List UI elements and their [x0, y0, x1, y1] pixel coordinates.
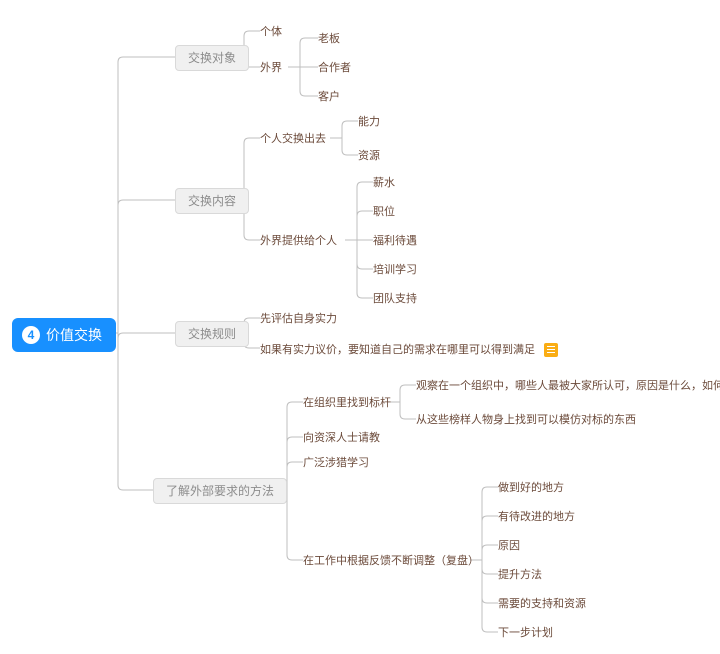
leaf-reason: 原因 — [498, 538, 520, 555]
leaf-to-improve: 有待改进的地方 — [498, 509, 575, 526]
root-number: 4 — [22, 326, 40, 344]
leaf-training: 培训学习 — [373, 262, 417, 279]
leaf-observe: 观察在一个组织中，哪些人最被大家所认可，原因是什么，如何才能做到 — [416, 378, 720, 395]
leaf-broad-study: 广泛涉猎学习 — [303, 455, 369, 472]
root-node[interactable]: 4 价值交换 — [12, 318, 116, 352]
cat-exchange-content[interactable]: 交换内容 — [175, 188, 249, 214]
leaf-personal-out: 个人交换出去 — [260, 131, 326, 148]
note-icon[interactable] — [544, 343, 558, 357]
leaf-ability: 能力 — [358, 114, 380, 131]
leaf-know-needs-text: 如果有实力议价，要知道自己的需求在哪里可以得到满足 — [260, 344, 535, 356]
leaf-boss: 老板 — [318, 31, 340, 48]
leaf-outside: 外界 — [260, 60, 282, 77]
leaf-individual: 个体 — [260, 24, 282, 41]
cat-exchange-rules[interactable]: 交换规则 — [175, 321, 249, 347]
leaf-salary: 薪水 — [373, 175, 395, 192]
leaf-position: 职位 — [373, 204, 395, 221]
leaf-support-needed: 需要的支持和资源 — [498, 596, 586, 613]
leaf-find-benchmark: 在组织里找到标杆 — [303, 395, 391, 412]
leaf-ask-seniors: 向资深人士请教 — [303, 430, 380, 447]
cat-exchange-object[interactable]: 交换对象 — [175, 45, 249, 71]
leaf-assess-self: 先评估自身实力 — [260, 311, 337, 328]
leaf-imitate: 从这些榜样人物身上找到可以模仿对标的东西 — [416, 412, 636, 429]
leaf-customer: 客户 — [318, 89, 340, 106]
leaf-feedback-adjust: 在工作中根据反馈不断调整（复盘） — [303, 553, 479, 570]
leaf-done-well: 做到好的地方 — [498, 480, 564, 497]
leaf-improve-method: 提升方法 — [498, 567, 542, 584]
leaf-resource: 资源 — [358, 148, 380, 165]
cat-external-methods[interactable]: 了解外部要求的方法 — [153, 478, 287, 504]
leaf-next-step: 下一步计划 — [498, 625, 553, 642]
leaf-external-provide: 外界提供给个人 — [260, 233, 337, 250]
leaf-know-needs: 如果有实力议价，要知道自己的需求在哪里可以得到满足 — [260, 341, 558, 359]
leaf-team-support: 团队支持 — [373, 291, 417, 308]
root-label: 价值交换 — [46, 327, 102, 344]
leaf-partner: 合作者 — [318, 60, 351, 77]
leaf-benefits: 福利待遇 — [373, 233, 417, 250]
